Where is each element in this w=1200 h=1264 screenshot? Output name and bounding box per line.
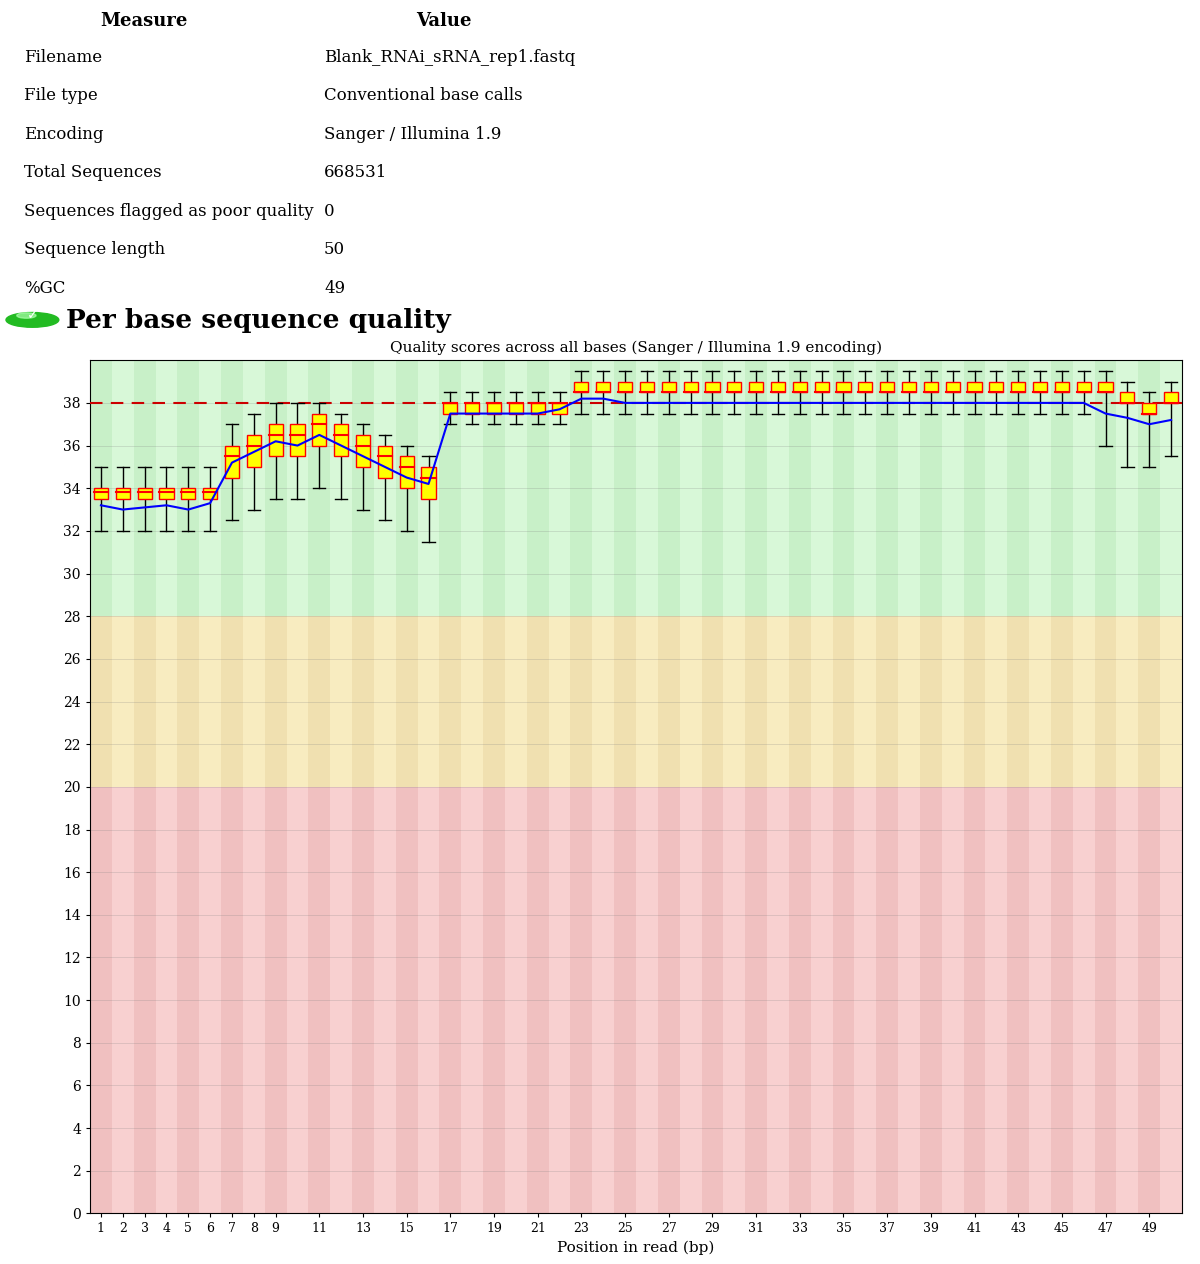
Bar	[181, 488, 196, 499]
Bar	[770, 382, 785, 392]
Bar	[138, 488, 151, 499]
Bar	[640, 382, 654, 392]
Text: ✓: ✓	[26, 308, 38, 322]
Bar	[946, 382, 960, 392]
Bar	[1098, 382, 1112, 392]
Bar	[115, 488, 130, 499]
Bar	[247, 435, 260, 466]
Bar	[203, 488, 217, 499]
Text: Encoding: Encoding	[24, 125, 103, 143]
Bar	[618, 382, 632, 392]
Bar	[749, 382, 763, 392]
Text: Blank_RNAi_sRNA_rep1.fastq: Blank_RNAi_sRNA_rep1.fastq	[324, 48, 575, 66]
Bar	[793, 382, 806, 392]
X-axis label: Position in read (bp): Position in read (bp)	[557, 1241, 715, 1255]
Text: Total Sequences: Total Sequences	[24, 164, 162, 181]
Bar	[924, 382, 938, 392]
Text: 668531: 668531	[324, 164, 388, 181]
Text: Filename: Filename	[24, 48, 102, 66]
Bar	[269, 425, 283, 456]
Bar	[509, 403, 523, 413]
Bar	[94, 488, 108, 499]
Bar	[334, 425, 348, 456]
Bar	[1012, 382, 1025, 392]
Bar	[1033, 382, 1048, 392]
Bar	[836, 382, 851, 392]
Text: Sequence length: Sequence length	[24, 241, 166, 258]
Bar	[902, 382, 916, 392]
Bar	[684, 382, 697, 392]
Bar	[1121, 392, 1134, 403]
Bar	[880, 382, 894, 392]
Bar	[400, 456, 414, 488]
Text: Sequences flagged as poor quality: Sequences flagged as poor quality	[24, 202, 313, 220]
Text: File type: File type	[24, 87, 97, 104]
Bar	[989, 382, 1003, 392]
Bar	[224, 445, 239, 478]
Text: Value: Value	[416, 11, 472, 30]
Bar	[858, 382, 872, 392]
Bar	[160, 488, 174, 499]
Circle shape	[17, 313, 36, 319]
Bar	[487, 403, 502, 413]
Bar	[466, 403, 479, 413]
Text: Per base sequence quality: Per base sequence quality	[66, 308, 451, 332]
Bar	[1055, 382, 1069, 392]
Bar	[312, 413, 326, 445]
Bar	[815, 382, 829, 392]
Text: 49: 49	[324, 279, 346, 297]
Bar	[356, 435, 370, 466]
Text: %GC: %GC	[24, 279, 65, 297]
Bar	[1076, 382, 1091, 392]
Bar	[443, 403, 457, 413]
Text: 50: 50	[324, 241, 346, 258]
Bar	[552, 403, 566, 413]
Text: 0: 0	[324, 202, 335, 220]
Bar	[706, 382, 720, 392]
Title: Quality scores across all bases (Sanger / Illumina 1.9 encoding): Quality scores across all bases (Sanger …	[390, 340, 882, 355]
Bar	[421, 466, 436, 499]
Bar	[378, 445, 392, 478]
Bar	[530, 403, 545, 413]
Circle shape	[6, 312, 59, 327]
Bar	[575, 382, 588, 392]
Text: Conventional base calls: Conventional base calls	[324, 87, 523, 104]
Bar	[1164, 392, 1178, 403]
Bar	[727, 382, 742, 392]
Bar	[596, 382, 611, 392]
Text: Measure: Measure	[101, 11, 187, 30]
Bar	[290, 425, 305, 456]
Bar	[967, 382, 982, 392]
Bar	[661, 382, 676, 392]
Bar	[1142, 403, 1157, 413]
Text: Sanger / Illumina 1.9: Sanger / Illumina 1.9	[324, 125, 502, 143]
